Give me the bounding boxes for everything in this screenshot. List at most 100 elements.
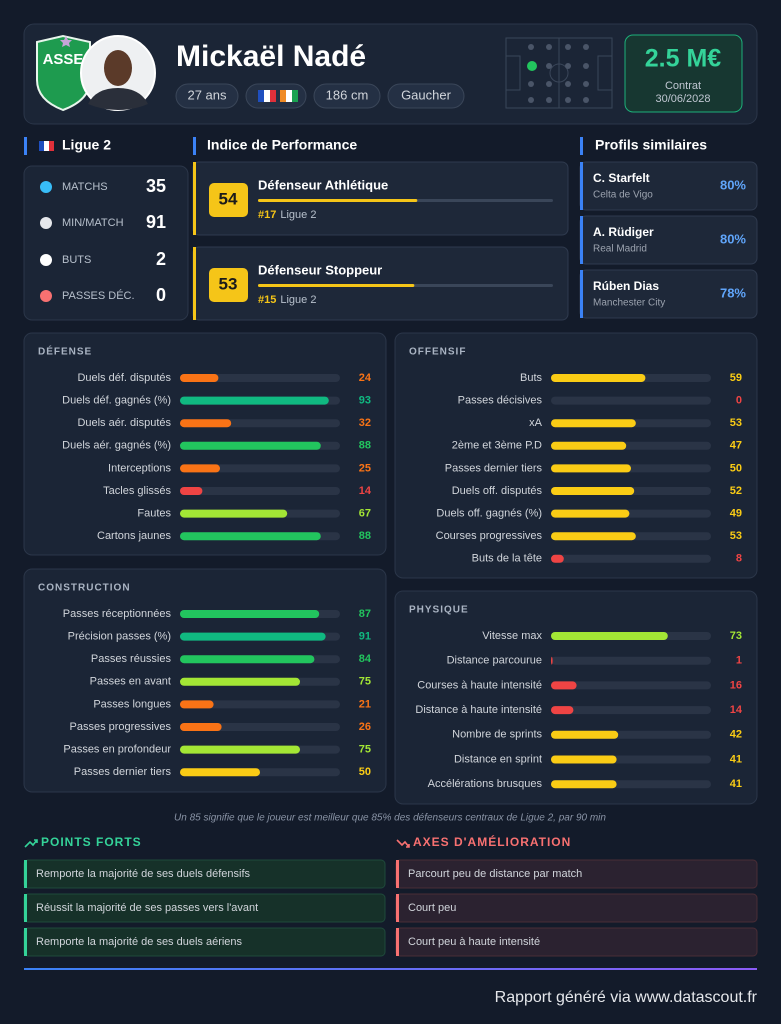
metric-label: Fautes bbox=[137, 508, 171, 520]
stat-value: 35 bbox=[146, 176, 166, 196]
stat-icon bbox=[40, 290, 52, 302]
metric-label: Duels off. gagnés (%) bbox=[436, 508, 542, 520]
profile-score: 54 bbox=[219, 189, 238, 208]
metric-value: 42 bbox=[730, 729, 742, 741]
similar-accent bbox=[580, 270, 583, 318]
pitch-circle bbox=[549, 63, 569, 83]
metric-bar bbox=[551, 509, 630, 518]
metric-label: Tacles glissés bbox=[103, 485, 171, 497]
metric-label: Duels déf. disputés bbox=[77, 372, 171, 384]
metric-value: 25 bbox=[359, 462, 371, 474]
metric-label: Buts bbox=[520, 372, 543, 384]
metric-label: Duels déf. gagnés (%) bbox=[62, 395, 171, 407]
profile-name: Défenseur Stoppeur bbox=[258, 262, 382, 277]
metric-bar bbox=[180, 677, 300, 686]
pitch-box bbox=[597, 55, 613, 91]
list-accent bbox=[24, 860, 27, 888]
metric-value: 26 bbox=[359, 721, 371, 733]
tag-pill bbox=[313, 83, 381, 109]
profile-score: 53 bbox=[219, 274, 238, 293]
metric-bar bbox=[180, 509, 288, 518]
value-box bbox=[624, 34, 743, 113]
profile-name: Défenseur Athlétique bbox=[258, 177, 388, 192]
score-box bbox=[209, 183, 248, 217]
similar-name: C. Starfelt bbox=[593, 171, 650, 185]
metric-bar bbox=[551, 730, 619, 739]
metric-label: Passes en avant bbox=[90, 676, 171, 688]
similar-accent bbox=[580, 162, 583, 210]
metric-bar bbox=[551, 441, 627, 450]
metric-value: 67 bbox=[359, 508, 371, 520]
metric-bar bbox=[551, 464, 631, 473]
metric-label: Courses à haute intensité bbox=[417, 679, 542, 691]
metric-value: 14 bbox=[730, 704, 743, 716]
section-title: CONSTRUCTION bbox=[38, 583, 131, 594]
metric-track bbox=[180, 464, 340, 473]
position-dot bbox=[546, 44, 552, 50]
metric-track bbox=[180, 487, 340, 495]
performance-title: Indice de Performance bbox=[207, 137, 357, 153]
metric-label: xA bbox=[529, 417, 543, 429]
metric-bar bbox=[180, 610, 320, 618]
metric-bar bbox=[180, 419, 232, 428]
flag-stripe bbox=[286, 90, 292, 102]
flag-stripe bbox=[280, 90, 286, 102]
stat-value: 91 bbox=[146, 212, 166, 232]
tag-pill bbox=[387, 83, 465, 109]
list-text: Remporte la majorité de ses duels défens… bbox=[36, 868, 250, 880]
metric-value: 84 bbox=[359, 653, 372, 665]
height-tag: 186 cm bbox=[326, 87, 369, 102]
section-title: OFFENSIF bbox=[409, 347, 466, 358]
position-dot bbox=[528, 44, 534, 50]
metric-value: 50 bbox=[359, 766, 371, 778]
flag-stripe bbox=[270, 90, 276, 102]
metric-value: 32 bbox=[359, 417, 371, 429]
stats-card bbox=[23, 165, 189, 321]
metric-value: 49 bbox=[730, 508, 742, 520]
metric-value: 0 bbox=[736, 395, 742, 407]
similar-name: A. Rüdiger bbox=[593, 225, 654, 239]
profile-card bbox=[192, 161, 569, 236]
metric-track bbox=[551, 396, 711, 405]
player-shoulders bbox=[88, 88, 148, 110]
metric-bar bbox=[180, 532, 321, 541]
metric-bar bbox=[180, 396, 329, 405]
contract-label: Contrat bbox=[665, 80, 701, 92]
list-icon bbox=[396, 839, 410, 848]
metric-label: Passes en profondeur bbox=[63, 744, 171, 756]
position-dot bbox=[583, 63, 589, 69]
section-marker bbox=[580, 137, 583, 155]
metric-bar bbox=[551, 487, 635, 495]
metric-bar bbox=[180, 723, 222, 731]
metric-bar bbox=[551, 554, 564, 563]
list-accent bbox=[24, 894, 27, 922]
metric-value: 50 bbox=[730, 462, 742, 474]
market-value: 2.5 M€ bbox=[645, 45, 722, 73]
metric-track bbox=[551, 681, 711, 690]
list-text: Réussit la majorité de ses passes vers l… bbox=[36, 902, 258, 914]
metric-track bbox=[551, 554, 711, 563]
list-accent bbox=[396, 894, 399, 922]
list-text: Court peu bbox=[408, 902, 456, 914]
metric-label: Passes réussies bbox=[91, 653, 172, 665]
metric-value: 91 bbox=[359, 631, 371, 643]
similar-match: 78% bbox=[720, 285, 746, 300]
metric-bar bbox=[551, 780, 617, 789]
metric-value: 8 bbox=[736, 553, 742, 565]
metric-bar bbox=[180, 745, 300, 754]
similar-club: Real Madrid bbox=[593, 244, 647, 255]
position-dot bbox=[528, 97, 534, 103]
separator bbox=[24, 968, 757, 970]
profile-league: Ligue 2 bbox=[280, 209, 316, 221]
similar-title: Profils similaires bbox=[595, 137, 707, 153]
stat-icon bbox=[40, 181, 52, 193]
metric-bar bbox=[180, 441, 321, 450]
stat-value: 2 bbox=[156, 249, 166, 269]
metric-label: Distance en sprint bbox=[454, 753, 542, 765]
section-card bbox=[394, 590, 758, 805]
player-position bbox=[527, 61, 537, 71]
metric-track bbox=[180, 374, 340, 382]
metric-label: Nombre de sprints bbox=[452, 729, 542, 741]
metric-bar bbox=[551, 532, 636, 541]
metric-value: 41 bbox=[730, 778, 742, 790]
